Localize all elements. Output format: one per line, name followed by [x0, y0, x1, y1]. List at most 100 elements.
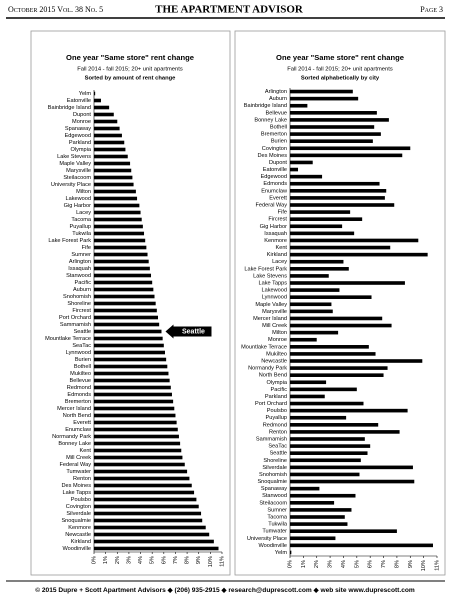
category-label: Newcastle	[65, 532, 91, 538]
category-label: Snohomish	[63, 294, 91, 300]
category-label: Edmonds	[67, 392, 91, 398]
bar	[290, 153, 403, 158]
category-label: Marysville	[66, 168, 91, 174]
category-label: Dupont	[269, 160, 287, 166]
x-tick-label: 3%	[126, 556, 132, 564]
category-label: Spanaway	[261, 486, 287, 492]
bar	[94, 273, 152, 278]
category-label: Mill Creek	[66, 455, 91, 461]
category-label: Woodinville	[258, 543, 287, 549]
category-label: Edgewood	[65, 133, 91, 139]
bar	[290, 408, 408, 413]
bar	[290, 139, 373, 143]
bar	[94, 448, 182, 453]
chart-note: Sorted alphabetically by city	[301, 76, 380, 82]
category-label: Fife	[278, 210, 287, 216]
bar	[94, 280, 153, 285]
bar	[94, 371, 169, 376]
category-label: Bellevue	[266, 110, 287, 116]
bar	[94, 91, 96, 96]
category-label: Steilacoom	[259, 500, 287, 506]
category-label: Covington	[66, 504, 91, 510]
category-label: Auburn	[73, 287, 91, 293]
bar	[290, 302, 332, 307]
bar	[290, 373, 384, 377]
category-label: Sammamish	[256, 436, 287, 442]
bar	[94, 476, 190, 481]
category-label: Fircrest	[72, 308, 91, 314]
bar	[94, 112, 114, 117]
category-label: Auburn	[269, 96, 287, 102]
category-label: Fife	[82, 245, 91, 251]
bar	[290, 89, 353, 94]
category-label: Lake Forest Park	[244, 266, 287, 272]
category-label: Federal Way	[255, 202, 287, 208]
page-number: Page 3	[420, 5, 443, 14]
bar	[94, 161, 131, 166]
category-label: Federal Way	[59, 462, 91, 468]
bar	[94, 210, 141, 215]
bar	[94, 504, 199, 509]
bar	[290, 238, 419, 243]
bar	[94, 266, 150, 271]
category-label: Maple Valley	[59, 161, 91, 167]
bar	[290, 337, 317, 342]
bar	[94, 315, 158, 320]
bar	[94, 434, 179, 439]
category-label: Tacoma	[267, 514, 287, 520]
category-label: Milton	[272, 330, 287, 336]
bar	[94, 392, 172, 397]
x-tick-label: 10%	[421, 560, 427, 571]
x-tick-label: 11%	[219, 556, 225, 567]
bar	[290, 118, 389, 122]
category-label: Gig Harbor	[64, 203, 91, 209]
bar	[290, 281, 405, 285]
annotation: Seattle	[182, 328, 205, 335]
category-label: Sammamish	[60, 322, 91, 328]
bar	[290, 309, 333, 314]
category-label: Lacey	[76, 210, 91, 216]
bar	[290, 543, 433, 548]
bar	[94, 231, 145, 236]
bar	[94, 497, 197, 502]
category-label: Bremerton	[65, 399, 91, 405]
category-label: Pacific	[75, 280, 92, 286]
category-label: Mill Creek	[262, 323, 287, 329]
category-label: Lynnwood	[66, 350, 91, 356]
bar	[94, 294, 155, 299]
category-label: Pacific	[271, 387, 288, 393]
bar	[94, 287, 154, 292]
chart-note: Sorted by amount of rent change	[85, 76, 177, 82]
bar	[290, 103, 308, 108]
category-label: Burien	[75, 357, 91, 363]
category-label: Lake Stevens	[57, 154, 91, 160]
bar	[94, 140, 125, 145]
bar	[94, 490, 195, 495]
category-label: Bonney Lake	[254, 117, 287, 123]
bar	[94, 420, 177, 425]
category-label: Shoreline	[263, 458, 287, 464]
bar	[94, 427, 178, 432]
bar	[290, 274, 329, 278]
category-label: Arlington	[265, 89, 287, 95]
category-label: Kenmore	[264, 238, 287, 244]
category-label: Redmond	[263, 422, 287, 428]
category-label: Kent	[275, 245, 287, 251]
category-label: Yelm	[79, 91, 92, 97]
category-label: North Bend	[63, 413, 91, 419]
category-label: University Place	[51, 182, 91, 188]
category-label: Mercer Island	[253, 316, 287, 322]
bar	[290, 146, 411, 151]
bar	[290, 444, 371, 448]
bar	[94, 518, 203, 523]
category-label: Bainbridge Island	[48, 105, 91, 111]
bar	[94, 196, 138, 201]
bar	[94, 126, 120, 131]
bar	[94, 329, 162, 334]
x-tick-label: 0%	[287, 560, 293, 568]
x-tick-label: 3%	[328, 560, 334, 568]
x-tick-label: 6%	[368, 560, 374, 568]
bar	[94, 252, 148, 257]
category-label: Mukilteo	[70, 371, 91, 377]
bar	[290, 203, 395, 207]
